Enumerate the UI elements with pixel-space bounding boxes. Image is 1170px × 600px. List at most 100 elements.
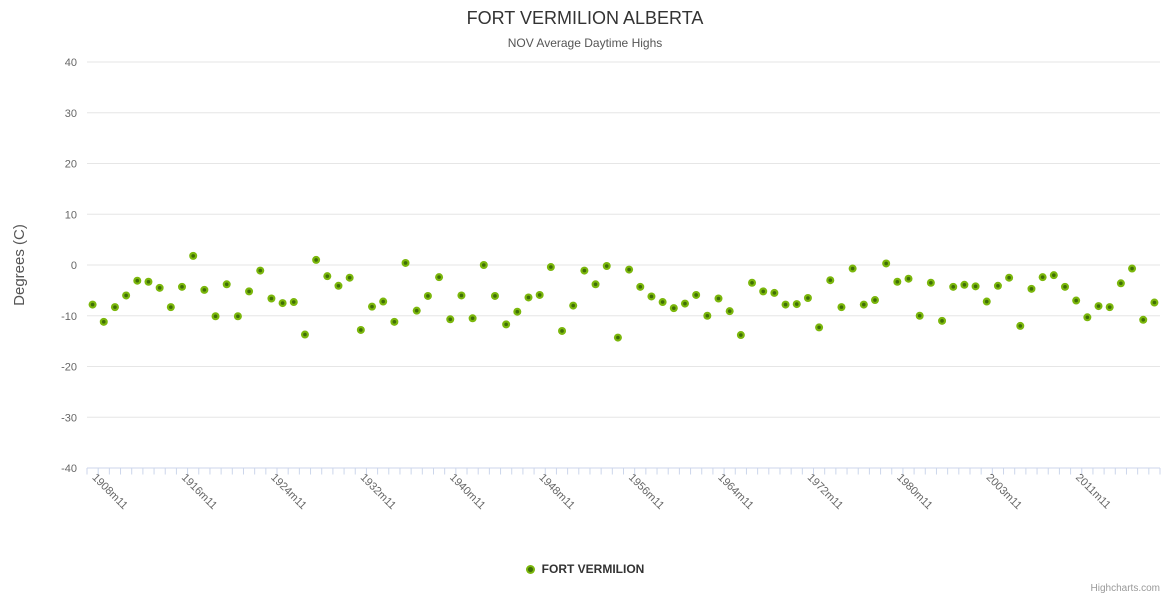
scatter-point[interactable] [826, 276, 835, 285]
scatter-point[interactable] [870, 296, 879, 305]
scatter-point[interactable] [636, 282, 645, 291]
scatter-point[interactable] [189, 251, 198, 260]
scatter-point[interactable] [546, 263, 555, 272]
scatter-point[interactable] [781, 300, 790, 309]
scatter-point[interactable] [323, 272, 332, 281]
scatter-point[interactable] [1027, 284, 1036, 293]
scatter-point[interactable] [859, 300, 868, 309]
scatter-point[interactable] [423, 291, 432, 300]
scatter-point[interactable] [524, 293, 533, 302]
scatter-point[interactable] [680, 299, 689, 308]
scatter-point[interactable] [1083, 313, 1092, 322]
scatter-point[interactable] [1049, 271, 1058, 280]
scatter-point[interactable] [412, 306, 421, 315]
scatter-point[interactable] [88, 300, 97, 309]
scatter-point[interactable] [658, 298, 667, 307]
scatter-point[interactable] [535, 290, 544, 299]
scatter-point[interactable] [926, 278, 935, 287]
scatter-point[interactable] [1150, 298, 1159, 307]
scatter-point[interactable] [368, 302, 377, 311]
scatter-point[interactable] [993, 281, 1002, 290]
scatter-point[interactable] [625, 265, 634, 274]
scatter-point[interactable] [278, 299, 287, 308]
scatter-point[interactable] [200, 285, 209, 294]
scatter-point[interactable] [736, 331, 745, 340]
scatter-point[interactable] [580, 266, 589, 275]
scatter-point[interactable] [457, 291, 466, 300]
scatter-point[interactable] [479, 261, 488, 269]
scatter-point[interactable] [222, 280, 231, 289]
y-tick-label: 10 [65, 209, 77, 221]
scatter-point[interactable] [401, 258, 410, 267]
scatter-point[interactable] [1060, 282, 1069, 291]
scatter-point[interactable] [245, 287, 254, 296]
scatter-point[interactable] [122, 291, 131, 300]
scatter-point[interactable] [613, 333, 622, 342]
scatter-point[interactable] [915, 311, 924, 320]
scatter-point[interactable] [133, 276, 142, 285]
scatter-point[interactable] [233, 312, 242, 321]
scatter-point[interactable] [289, 298, 298, 307]
scatter-point[interactable] [345, 273, 354, 282]
scatter-point[interactable] [99, 317, 108, 326]
scatter-point[interactable] [1016, 321, 1025, 330]
scatter-point[interactable] [1094, 302, 1103, 311]
scatter-point[interactable] [882, 259, 891, 268]
scatter-point[interactable] [591, 280, 600, 289]
scatter-point[interactable] [714, 294, 723, 303]
scatter-point[interactable] [300, 330, 309, 339]
scatter-point[interactable] [490, 291, 499, 300]
scatter-point[interactable] [815, 323, 824, 332]
scatter-point[interactable] [256, 266, 265, 275]
scatter-point[interactable] [155, 283, 164, 292]
scatter-point[interactable] [1038, 273, 1047, 282]
scatter-point[interactable] [669, 304, 678, 313]
scatter-point[interactable] [1128, 264, 1137, 273]
scatter-point[interactable] [770, 288, 779, 297]
highcharts-credits-link[interactable]: Highcharts.com [1090, 583, 1160, 594]
scatter-point[interactable] [792, 300, 801, 309]
scatter-point[interactable] [960, 280, 969, 289]
scatter-point[interactable] [435, 273, 444, 282]
scatter-point[interactable] [334, 281, 343, 290]
scatter-point[interactable] [837, 303, 846, 312]
scatter-point[interactable] [848, 264, 857, 273]
scatter-point[interactable] [468, 314, 477, 323]
scatter-point[interactable] [1072, 296, 1081, 305]
scatter-point[interactable] [312, 255, 321, 264]
scatter-point[interactable] [1105, 303, 1114, 312]
scatter-point[interactable] [513, 307, 522, 316]
scatter-point[interactable] [267, 294, 276, 303]
scatter-point[interactable] [1005, 273, 1014, 282]
scatter-point[interactable] [692, 290, 701, 299]
legend-item-fort-vermilion[interactable]: FORT VERMILION [0, 562, 1170, 576]
scatter-point[interactable] [949, 282, 958, 291]
scatter-point[interactable] [569, 301, 578, 310]
scatter-point[interactable] [803, 293, 812, 302]
scatter-point[interactable] [904, 274, 913, 283]
scatter-point[interactable] [1116, 279, 1125, 288]
scatter-point[interactable] [602, 262, 611, 271]
scatter-point[interactable] [211, 312, 220, 321]
scatter-point[interactable] [982, 297, 991, 306]
scatter-point[interactable] [356, 325, 365, 334]
scatter-point[interactable] [502, 320, 511, 329]
scatter-point[interactable] [759, 287, 768, 296]
scatter-point[interactable] [558, 326, 567, 335]
scatter-point[interactable] [446, 315, 455, 324]
scatter-point[interactable] [178, 282, 187, 291]
scatter-point[interactable] [1139, 315, 1148, 324]
scatter-point[interactable] [725, 307, 734, 316]
scatter-point[interactable] [748, 278, 757, 287]
legend-marker-icon [525, 564, 535, 574]
scatter-point[interactable] [144, 277, 153, 286]
scatter-point[interactable] [971, 282, 980, 291]
scatter-point[interactable] [166, 303, 175, 312]
scatter-point[interactable] [379, 297, 388, 306]
scatter-point[interactable] [703, 311, 712, 320]
scatter-point[interactable] [390, 317, 399, 326]
scatter-point[interactable] [110, 303, 119, 312]
scatter-point[interactable] [938, 316, 947, 325]
scatter-point[interactable] [647, 292, 656, 301]
scatter-point[interactable] [893, 277, 902, 286]
